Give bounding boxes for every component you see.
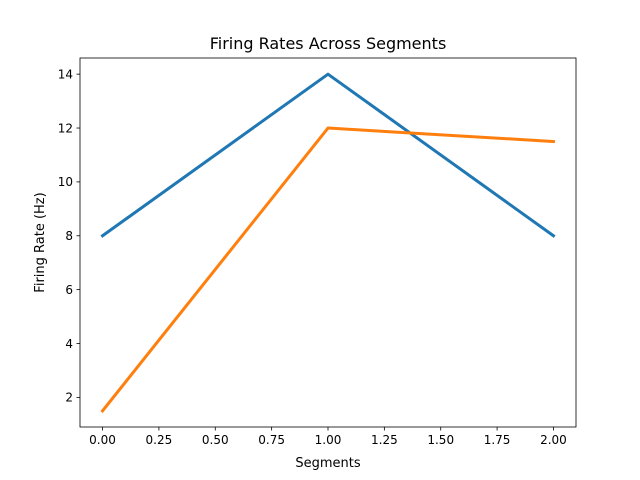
series-line-2 — [100, 126, 556, 413]
y-tick-label: 12 — [58, 121, 73, 135]
plot-area — [80, 58, 576, 427]
x-tick-label: 1.00 — [315, 433, 342, 447]
series-line-1 — [100, 72, 556, 238]
x-tick-label: 0.25 — [146, 433, 173, 447]
y-tick-label: 4 — [65, 337, 73, 351]
y-tick-label: 10 — [58, 175, 73, 189]
y-tick-label: 8 — [65, 229, 73, 243]
y-tick-label: 2 — [65, 391, 73, 405]
x-tick-label: 1.25 — [371, 433, 398, 447]
x-tick-label: 0.75 — [258, 433, 285, 447]
x-axis-ticks: 0.00 0.25 0.50 0.75 1.00 1.25 1.50 1.75 2.00 — [89, 427, 567, 447]
x-axis-label: Segments — [295, 456, 361, 471]
x-tick-label: 1.50 — [427, 433, 454, 447]
y-tick-label: 6 — [65, 283, 73, 297]
x-tick-label: 0.50 — [202, 433, 229, 447]
y-tick-label: 14 — [58, 67, 73, 81]
x-tick-label: 0.00 — [89, 433, 116, 447]
y-axis-label: Firing Rate (Hz) — [33, 192, 48, 292]
x-tick-label: 2.00 — [540, 433, 567, 447]
x-tick-label: 1.75 — [484, 433, 511, 447]
chart-title: Firing Rates Across Segments — [210, 34, 447, 53]
y-axis-ticks: 2 4 6 8 10 12 14 — [58, 67, 80, 405]
series-layer — [100, 72, 556, 413]
